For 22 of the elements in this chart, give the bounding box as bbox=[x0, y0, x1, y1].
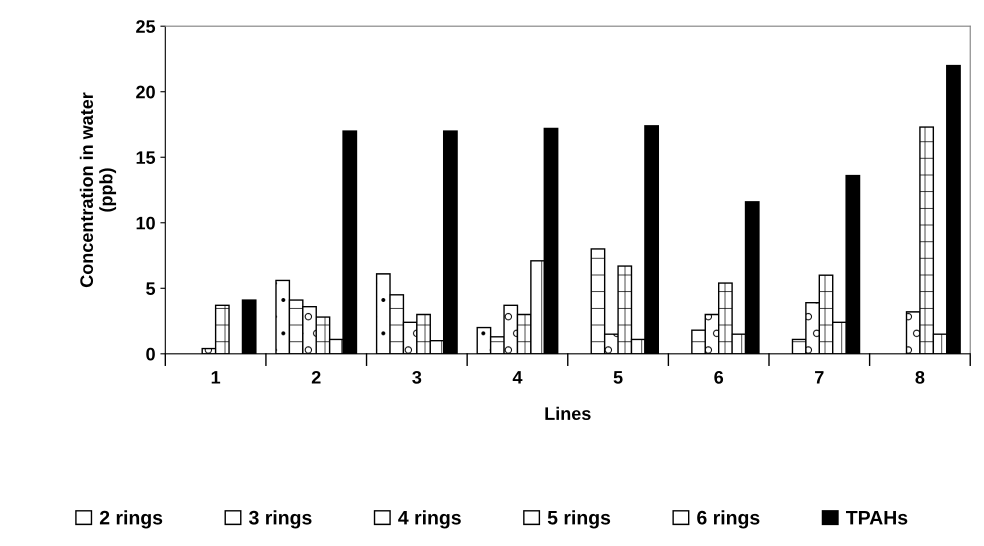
y-tick-label: 25 bbox=[136, 20, 156, 33]
legend-label: 4 rings bbox=[398, 510, 461, 528]
y-tick-label: 20 bbox=[136, 86, 155, 98]
x-tick-label: 7 bbox=[815, 371, 824, 384]
x-tick-label: 4 bbox=[512, 371, 522, 384]
legend-label: 6 rings bbox=[697, 510, 760, 528]
legend-label: TPAHs bbox=[846, 511, 908, 525]
y-tick-label: 5 bbox=[146, 282, 156, 296]
x-tick-label: 6 bbox=[714, 370, 724, 384]
x-tick-label: 1 bbox=[212, 371, 220, 384]
y-axis-title: Concentration in water (ppb) bbox=[80, 92, 116, 288]
legend-label: 2 rings bbox=[100, 510, 162, 528]
x-tick-label: 5 bbox=[614, 371, 623, 384]
legend-label: 5 rings bbox=[548, 510, 610, 528]
legend-label: 3 rings bbox=[249, 510, 312, 528]
y-tick-label: 15 bbox=[136, 151, 156, 164]
x-axis-title: Lines bbox=[545, 406, 591, 420]
x-tick-label: 2 bbox=[312, 370, 321, 384]
x-tick-label: 8 bbox=[915, 370, 924, 384]
x-tick-label: 3 bbox=[412, 370, 422, 384]
y-tick-label: 0 bbox=[146, 348, 155, 361]
y-tick-label: 10 bbox=[136, 216, 155, 230]
